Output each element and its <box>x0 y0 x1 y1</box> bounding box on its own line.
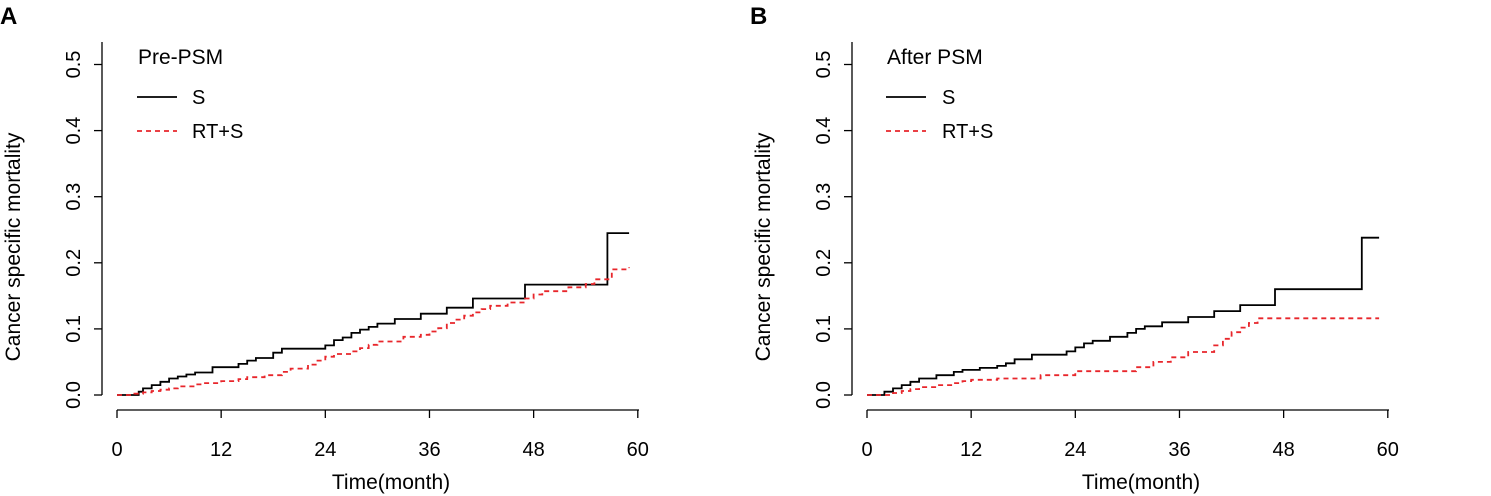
y-tick-label: 0.1 <box>63 315 85 343</box>
y-axis-ticks: 0.0 0.1 0.2 0.3 0.4 0.5 <box>813 51 852 409</box>
panel-letter-b: B <box>750 3 767 30</box>
x-tick-label: 60 <box>627 439 649 461</box>
x-tick-label: 48 <box>1273 439 1295 461</box>
y-axis-title: Cancer specific mortality <box>752 132 775 361</box>
x-tick-label: 12 <box>210 439 232 461</box>
legend-label-s: S <box>192 87 205 109</box>
legend: After PSM S RT+S <box>886 46 993 143</box>
legend-title: After PSM <box>887 46 983 69</box>
legend-label-rt-s: RT+S <box>942 121 993 143</box>
legend-label-s: S <box>942 87 955 109</box>
y-axis-ticks: 0.0 0.1 0.2 0.3 0.4 0.5 <box>63 51 102 409</box>
y-tick-label: 0.0 <box>63 381 85 409</box>
curves <box>117 232 630 396</box>
y-tick-label: 0.5 <box>813 51 835 79</box>
x-axis-ticks: 0 12 24 36 48 60 <box>861 410 1399 461</box>
y-axis-title: Cancer specific mortality <box>2 132 25 361</box>
y-tick-label: 0.4 <box>813 117 835 145</box>
y-tick-label: 0.4 <box>63 117 85 145</box>
y-tick-label: 0.0 <box>813 381 835 409</box>
y-tick-label: 0.5 <box>63 51 85 79</box>
x-tick-label: 36 <box>418 439 440 461</box>
x-axis-title: Time(month) <box>1082 471 1200 494</box>
y-tick-label: 0.1 <box>813 315 835 343</box>
y-tick-label: 0.2 <box>813 249 835 277</box>
legend-label-rt-s: RT+S <box>192 121 243 143</box>
series-line-rt-s <box>117 267 630 396</box>
x-tick-label: 0 <box>861 439 872 461</box>
x-tick-label: 12 <box>960 439 982 461</box>
x-tick-label: 0 <box>111 439 122 461</box>
curves <box>867 236 1380 396</box>
x-axis-ticks: 0 12 24 36 48 60 <box>111 410 649 461</box>
panel-b: B 0.0 0.1 0.2 0.3 0.4 0.5 0 12 24 36 48 60 Time(mo… <box>750 3 1399 494</box>
series-line-s <box>117 232 630 396</box>
series-line-s <box>867 236 1380 396</box>
y-tick-label: 0.3 <box>813 183 835 211</box>
y-tick-label: 0.2 <box>63 249 85 277</box>
x-tick-label: 60 <box>1377 439 1399 461</box>
x-axis-title: Time(month) <box>332 471 450 494</box>
legend: Pre-PSM S RT+S <box>137 46 243 143</box>
panel-a: A 0.0 0.1 0.2 0.3 0.4 0.5 0 12 24 36 48 60 Time(mo… <box>0 3 649 494</box>
series-line-rt-s <box>867 317 1380 396</box>
x-tick-label: 24 <box>1064 439 1086 461</box>
x-tick-label: 24 <box>314 439 336 461</box>
x-tick-label: 36 <box>1168 439 1190 461</box>
panel-letter-a: A <box>0 3 17 30</box>
x-tick-label: 48 <box>523 439 545 461</box>
y-tick-label: 0.3 <box>63 183 85 211</box>
legend-title: Pre-PSM <box>138 46 223 69</box>
